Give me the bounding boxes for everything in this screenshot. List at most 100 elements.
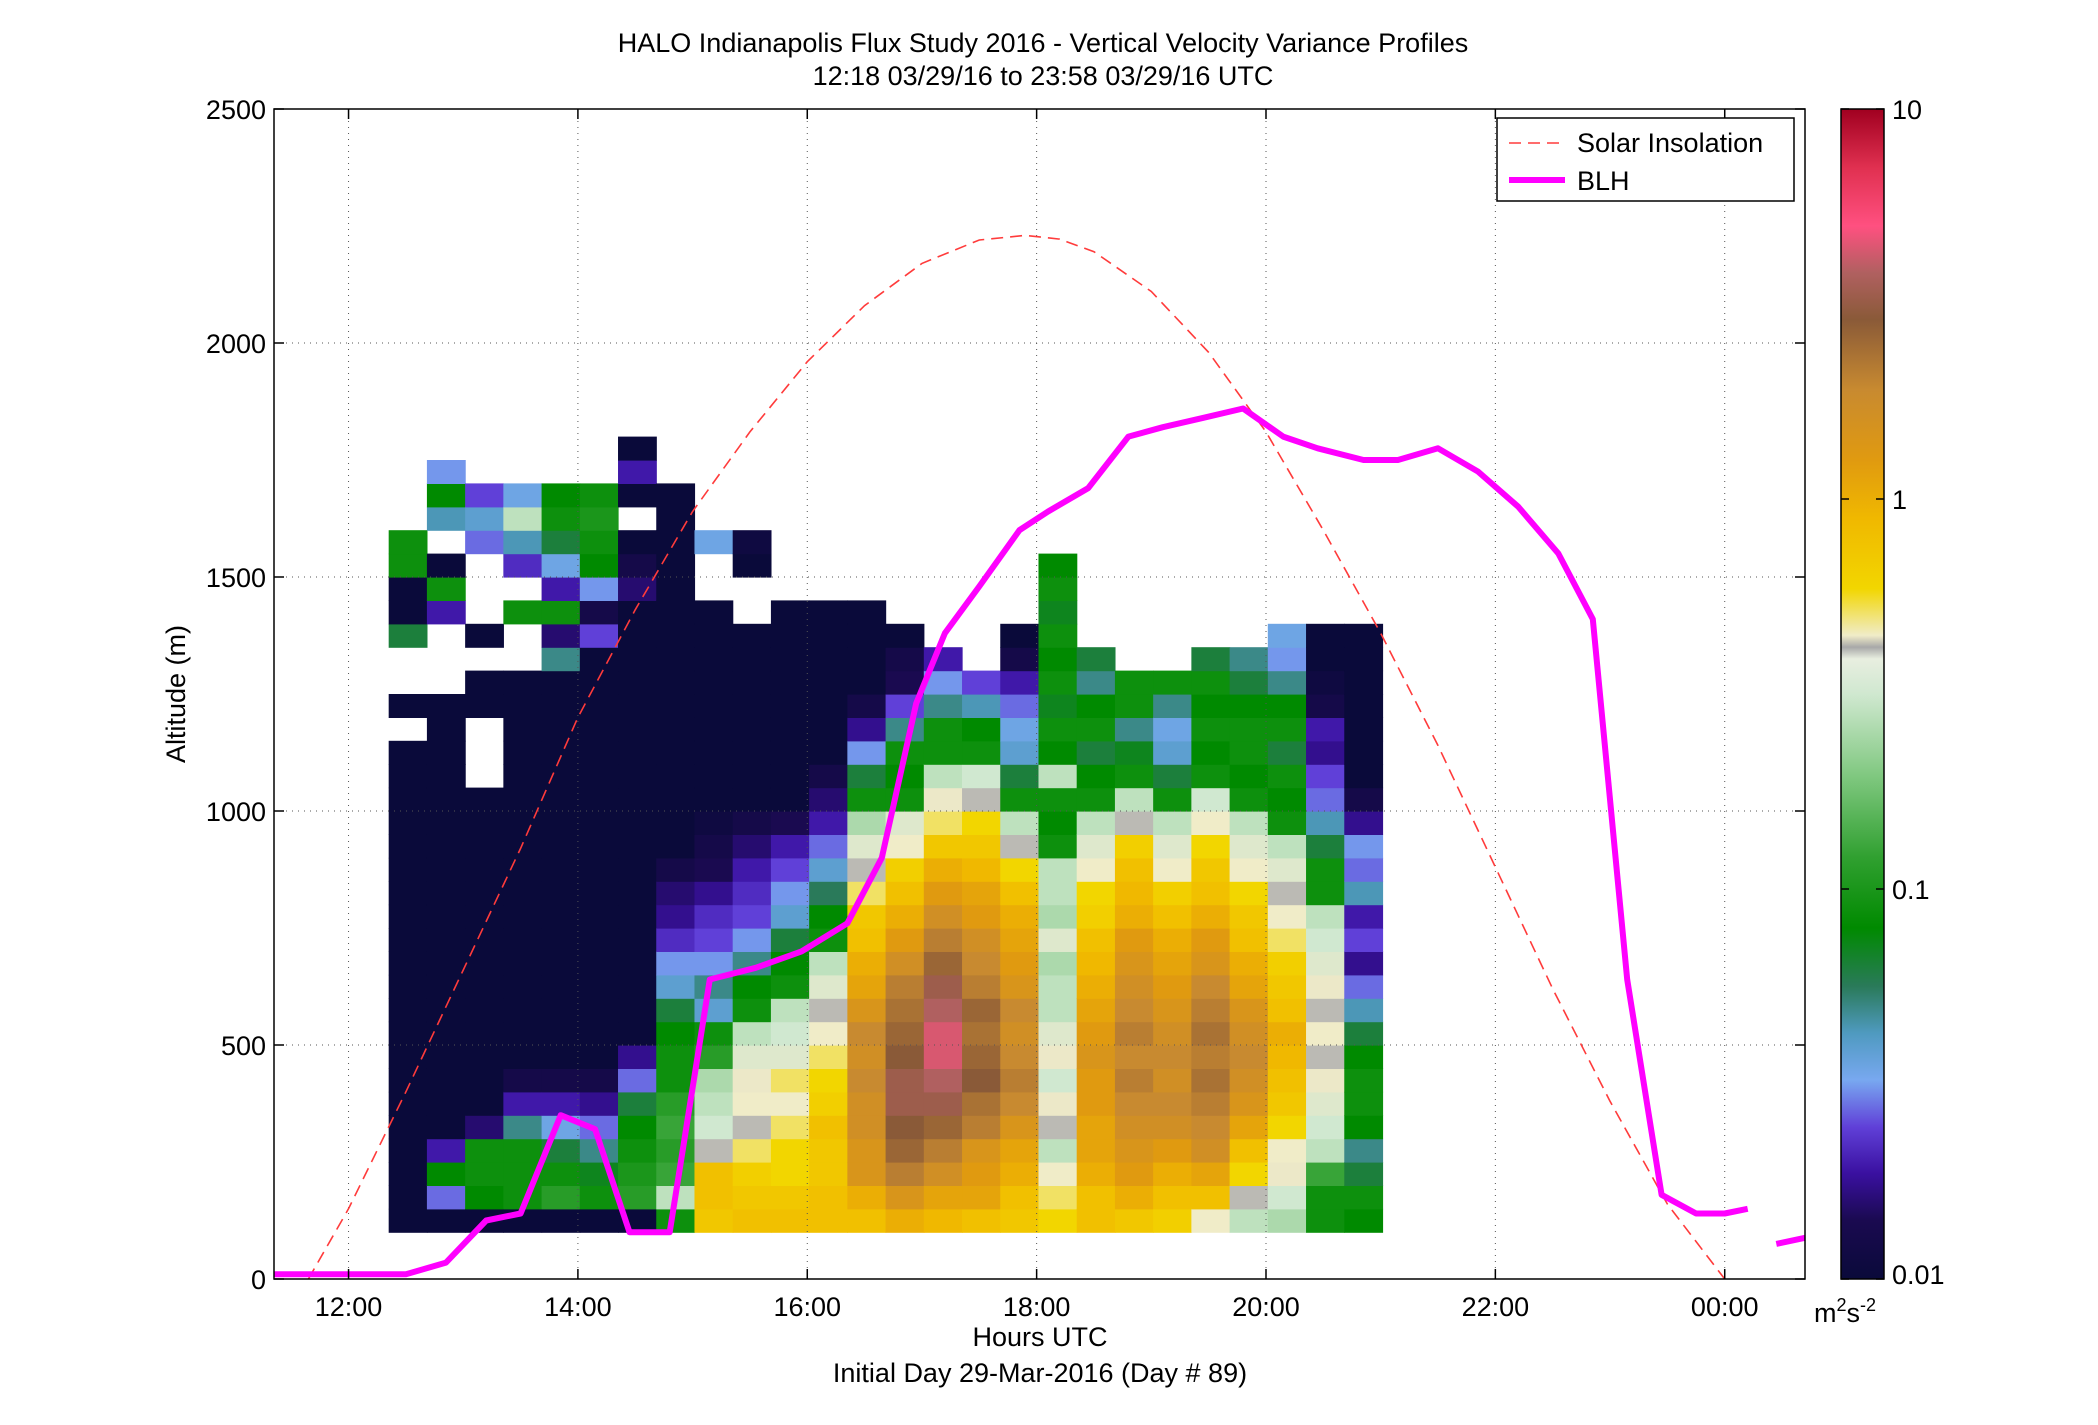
heatmap-cell (809, 811, 848, 835)
x-tick-label: 20:00 (1232, 1292, 1300, 1322)
heatmap-cell (388, 530, 428, 555)
heatmap-cell (1344, 1185, 1384, 1210)
heatmap-cell (541, 483, 581, 508)
heatmap-cell (1267, 951, 1307, 976)
heatmap-cell (1076, 1021, 1116, 1046)
heatmap-cell (923, 974, 963, 999)
heatmap-cell (1038, 694, 1078, 718)
heatmap-cell (656, 740, 696, 765)
heatmap-cell (1229, 928, 1269, 952)
heatmap-cell (962, 998, 1001, 1023)
heatmap-cell (579, 1208, 619, 1233)
heatmap-cell (1000, 1115, 1040, 1140)
heatmap-cell (1038, 998, 1078, 1023)
heatmap-cell (388, 974, 428, 999)
heatmap-cell (503, 1138, 543, 1163)
heatmap-cell (465, 1185, 504, 1210)
heatmap-cell (1306, 974, 1345, 999)
heatmap-cell (923, 1045, 963, 1069)
heatmap-cell (618, 740, 657, 765)
heatmap-cell (694, 881, 734, 906)
heatmap-cell (1076, 834, 1116, 859)
heatmap-cell (426, 694, 466, 718)
heatmap-cell (541, 740, 581, 765)
legend: Solar Insolation BLH (1496, 117, 1795, 202)
heatmap-cell (809, 1185, 848, 1210)
heatmap-cell (1153, 787, 1192, 812)
heatmap-cell (1153, 857, 1192, 882)
heatmap-cell (847, 1091, 887, 1116)
heatmap-cell (541, 857, 581, 882)
heatmap-cell (732, 834, 772, 859)
heatmap-cell (1267, 974, 1307, 999)
heatmap-cell (1038, 857, 1078, 882)
heatmap-cell (579, 951, 619, 976)
heatmap-cell (1114, 1162, 1154, 1186)
heatmap-cell (426, 1115, 466, 1140)
heatmap-cell (962, 1021, 1001, 1046)
heatmap-cell (618, 553, 657, 578)
heatmap-cell (1306, 834, 1345, 859)
heatmap-cell (618, 998, 657, 1023)
heatmap-cell (1114, 1208, 1154, 1233)
heatmap-cell (618, 1115, 657, 1140)
heatmap-cell (847, 1021, 887, 1046)
heatmap-cell (1114, 1138, 1154, 1163)
heatmap-cell (656, 951, 696, 976)
heatmap-cell (809, 647, 848, 672)
heatmap-cell (1038, 764, 1078, 789)
heatmap-cell (465, 1138, 504, 1163)
heatmap-cell (1000, 1091, 1040, 1116)
heatmap-cell (1344, 1115, 1384, 1140)
heatmap-cell (579, 764, 619, 789)
heatmap-cell (1000, 928, 1040, 952)
heatmap-cell (1306, 1185, 1345, 1210)
heatmap-cell (694, 1091, 734, 1116)
heatmap-cell (694, 670, 734, 695)
heatmap-cell (1229, 670, 1269, 695)
heatmap-cell (541, 1185, 581, 1210)
heatmap-cell (1267, 740, 1307, 765)
heatmap-cell (923, 1115, 963, 1140)
heatmap-cell (541, 764, 581, 789)
heatmap-cell (1153, 1208, 1192, 1233)
heatmap-cell (732, 1068, 772, 1093)
heatmap-cell (1267, 694, 1307, 718)
heatmap-cell (1344, 1045, 1384, 1069)
heatmap-cell (962, 717, 1001, 742)
heatmap-cell (770, 1091, 810, 1116)
heatmap-cell (1038, 1068, 1078, 1093)
heatmap-cell (1038, 1162, 1078, 1186)
heatmap-cell (1267, 717, 1307, 742)
heatmap-cell (503, 787, 543, 812)
heatmap-cell (694, 928, 734, 952)
heatmap-cell (426, 1185, 466, 1210)
heatmap-cell (1229, 1162, 1269, 1186)
heatmap-cell (1076, 787, 1116, 812)
heatmap-cell (962, 764, 1001, 789)
heatmap-cell (962, 670, 1001, 695)
heatmap-cell (885, 1138, 925, 1163)
heatmap-cell (809, 600, 848, 625)
heatmap-cell (885, 1208, 925, 1233)
heatmap-cell (885, 881, 925, 906)
heatmap-cell (1153, 1045, 1192, 1069)
heatmap-cell (1229, 974, 1269, 999)
heatmap-cell (809, 1045, 848, 1069)
heatmap-cell (1038, 1091, 1078, 1116)
heatmap-cell (579, 577, 619, 601)
heatmap-cell (732, 974, 772, 999)
heatmap-cell (618, 1138, 657, 1163)
heatmap-cell (847, 951, 887, 976)
x-axis-ticks: 12:00 14:00 16:00 18:00 20:00 22:00 00:00 (315, 109, 1759, 1322)
heatmap-cell (923, 928, 963, 952)
heatmap-cell (809, 998, 848, 1023)
heatmap-cell (732, 1162, 772, 1186)
heatmap-cell (541, 951, 581, 976)
heatmap-cell (732, 670, 772, 695)
heatmap-cell (1000, 1185, 1040, 1210)
heatmap-cell (426, 717, 466, 742)
heatmap-cell (503, 717, 543, 742)
heatmap-cell (1267, 787, 1307, 812)
colorbar-ticks: 0.01 0.1 1 10 (1841, 95, 1945, 1290)
